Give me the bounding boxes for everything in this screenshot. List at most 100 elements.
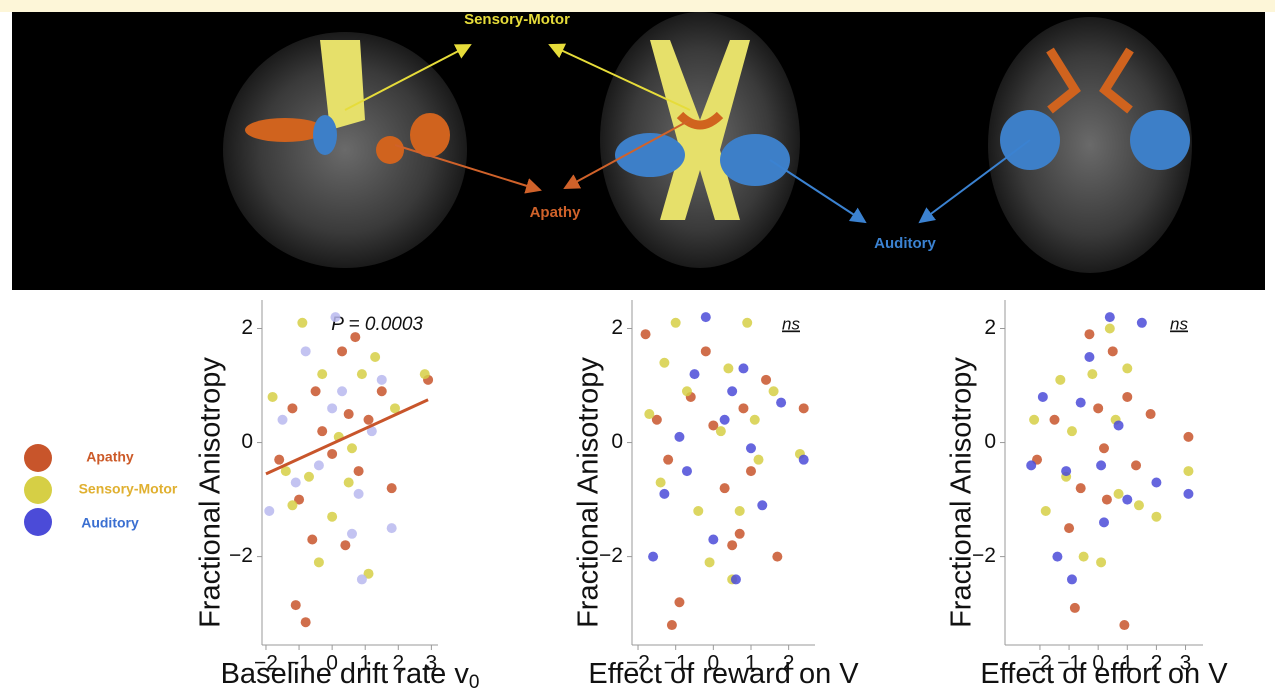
point [1099, 443, 1109, 454]
x-tick-label: 1 [745, 652, 757, 675]
point [346, 528, 357, 539]
point [340, 540, 351, 551]
point [738, 403, 749, 414]
point [640, 329, 651, 340]
x-axis-label-text: Effect of reward on V [588, 658, 859, 690]
point [734, 505, 745, 516]
x-tick-label: −1 [287, 652, 311, 675]
point [1040, 505, 1051, 516]
blob [320, 40, 365, 130]
point [327, 403, 338, 414]
point [287, 500, 298, 511]
point [363, 414, 374, 425]
point [1151, 477, 1162, 488]
point [745, 466, 756, 477]
x-axis-label: Effect of effort on V [980, 658, 1228, 690]
point [798, 403, 809, 414]
blob [313, 115, 337, 155]
point [1183, 466, 1194, 477]
point [356, 574, 367, 585]
point [727, 540, 738, 551]
point [274, 454, 285, 465]
arrow [563, 119, 691, 189]
x-tick-label: −2 [626, 652, 650, 675]
point [353, 488, 364, 499]
point [648, 551, 659, 562]
y-tick-label: 0 [241, 430, 253, 453]
top-strip [0, 0, 1275, 12]
point [1122, 494, 1133, 505]
point [1096, 557, 1107, 568]
annotation: ns [1170, 314, 1188, 333]
x-tick-label: −2 [1028, 652, 1052, 675]
point [651, 414, 662, 425]
point [1183, 488, 1194, 499]
y-tick-label: −2 [229, 544, 253, 567]
point [719, 483, 730, 494]
x-tick-label: 0 [326, 652, 338, 675]
point [1029, 414, 1040, 425]
blob [376, 136, 404, 164]
point [386, 523, 397, 534]
point [343, 477, 354, 488]
y-axis-label: Fractional Anisotropy [573, 357, 605, 628]
point [704, 557, 715, 568]
x-axis-label: Baseline drift rate v0 [221, 658, 480, 691]
blob [245, 118, 325, 142]
point [1104, 312, 1115, 323]
point [659, 488, 670, 499]
y-tick-label: 0 [611, 430, 623, 453]
point [363, 568, 374, 579]
point [346, 443, 357, 454]
legend-label: Apathy [86, 449, 134, 465]
point [681, 386, 692, 397]
y-tick-label: 0 [984, 430, 996, 453]
point [356, 369, 367, 380]
brain-sagittal [223, 32, 467, 268]
point [798, 454, 809, 465]
point [330, 312, 341, 323]
point [280, 466, 291, 477]
point [1099, 517, 1109, 528]
point [738, 363, 749, 374]
blob [1046, 47, 1081, 114]
point [1087, 369, 1098, 380]
point [337, 346, 348, 357]
arrow [344, 44, 472, 111]
point [659, 357, 670, 368]
x-tick-label: 2 [392, 652, 404, 675]
point [327, 448, 338, 459]
point [1183, 431, 1194, 442]
fit-line [265, 398, 429, 476]
brain-label: Auditory [874, 235, 936, 252]
point [337, 386, 348, 397]
point [1055, 374, 1066, 385]
point [681, 466, 692, 477]
legend-label: Auditory [81, 515, 139, 531]
point [1066, 426, 1077, 437]
blob [650, 40, 750, 220]
point [670, 317, 681, 328]
point [290, 477, 301, 488]
point [674, 431, 685, 442]
x-tick-label: −2 [254, 652, 278, 675]
x-tick-label: 2 [1151, 652, 1163, 675]
y-axis-label: Fractional Anisotropy [195, 357, 227, 628]
point [419, 369, 430, 380]
point [655, 477, 666, 488]
point [300, 617, 311, 628]
y-tick-label: 2 [241, 316, 253, 339]
y-axis-label: Fractional Anisotropy [946, 357, 978, 628]
point [666, 620, 677, 631]
point [310, 386, 321, 397]
point [768, 386, 779, 397]
legend-label: Sensory-Motor [79, 481, 178, 497]
point [1061, 466, 1072, 477]
x-tick-label: −1 [664, 652, 688, 675]
point [1119, 620, 1130, 631]
blob [615, 133, 685, 177]
point [1107, 346, 1118, 357]
x-axis-label-subscript: 0 [469, 672, 480, 691]
point [700, 312, 711, 323]
point [761, 374, 772, 385]
